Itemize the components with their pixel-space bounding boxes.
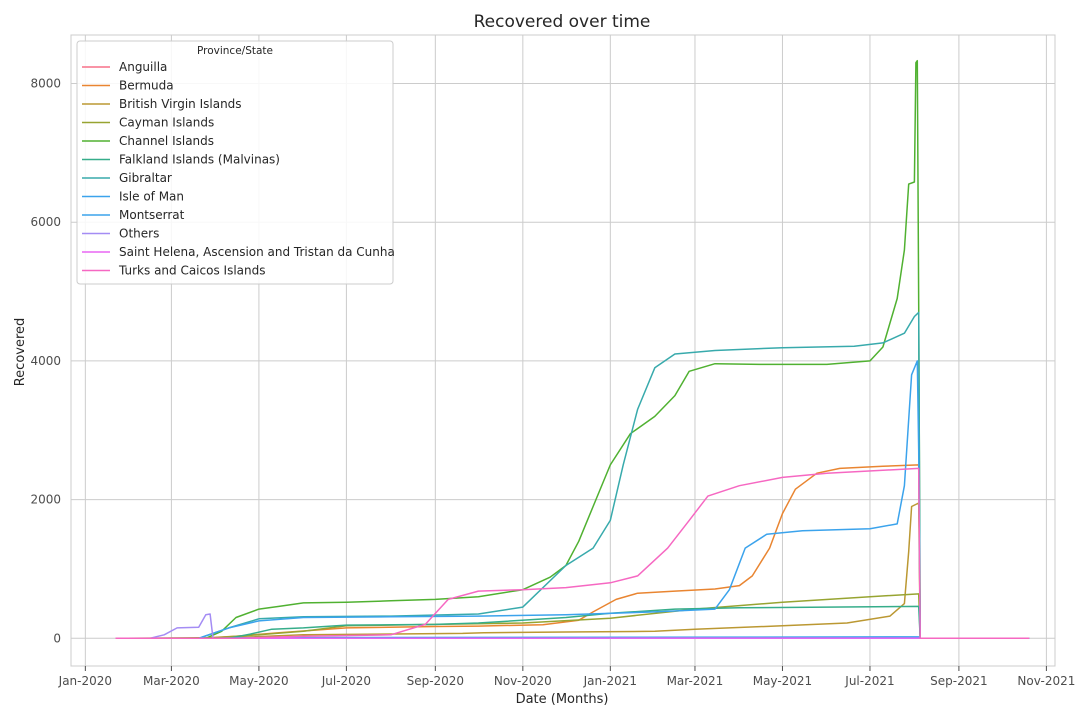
legend-label: Montserrat (119, 208, 185, 222)
x-tick-label: Mar-2020 (143, 674, 200, 688)
legend: Province/State Anguilla Bermuda British Vi… (76, 40, 395, 285)
x-tick-label: May-2020 (229, 674, 288, 688)
legend-items: Anguilla Bermuda British Virgin Islands Cay… (82, 60, 395, 278)
x-tick-label: Sep-2021 (930, 674, 988, 688)
chart-title: Recovered over time (474, 12, 651, 32)
y-tick-label: 6000 (30, 215, 61, 229)
series-line-5 (115, 605, 1030, 640)
x-tick-labels: Jan-2020 Mar-2020 May-2020 Jul-2020 Sep-2020… (58, 674, 1076, 688)
series-line-11 (115, 467, 1030, 640)
y-axis-label: Recovered (13, 318, 28, 387)
y-tick-label: 0 (53, 631, 61, 645)
x-tick-label: Mar-2021 (667, 674, 724, 688)
series-lines (115, 59, 1030, 640)
legend-label: Anguilla (119, 60, 167, 74)
legend-label: Cayman Islands (119, 116, 214, 130)
y-tick-label: 2000 (30, 493, 61, 507)
x-tick-label: Nov-2020 (494, 674, 552, 688)
x-tick-label: Nov-2021 (1017, 674, 1075, 688)
y-tick-label: 8000 (30, 77, 61, 91)
legend-label: Channel Islands (119, 134, 214, 148)
y-tick-label: 4000 (30, 354, 61, 368)
y-tick-labels: 0 2000 4000 6000 8000 (30, 77, 61, 646)
x-tick-label: Jan-2021 (583, 674, 637, 688)
legend-label: Bermuda (119, 79, 174, 93)
legend-label: Gibraltar (119, 171, 172, 185)
series-line-2 (115, 502, 1030, 640)
x-tick-label: Jul-2020 (321, 674, 371, 688)
x-tick-label: Sep-2020 (407, 674, 465, 688)
legend-label: Others (119, 227, 159, 241)
x-axis-label: Date (Months) (516, 692, 609, 707)
legend-label: Falkland Islands (Malvinas) (119, 153, 280, 167)
series-line-9 (115, 613, 1030, 640)
legend-label: Isle of Man (119, 190, 184, 204)
legend-label: British Virgin Islands (119, 97, 242, 111)
series-line-1 (115, 464, 1030, 640)
legend-label: Saint Helena, Ascension and Tristan da C… (119, 245, 395, 259)
x-tick-label: Jan-2020 (58, 674, 112, 688)
x-tick-label: May-2021 (753, 674, 812, 688)
legend-label: Turks and Caicos Islands (118, 264, 265, 278)
series-line-4 (115, 59, 1030, 640)
legend-title: Province/State (197, 45, 273, 57)
legend-box (76, 40, 394, 285)
series-line-6 (115, 311, 1030, 640)
series-line-3 (115, 593, 1030, 640)
x-tick-label: Jul-2021 (844, 674, 894, 688)
series-line-7 (115, 360, 1030, 640)
